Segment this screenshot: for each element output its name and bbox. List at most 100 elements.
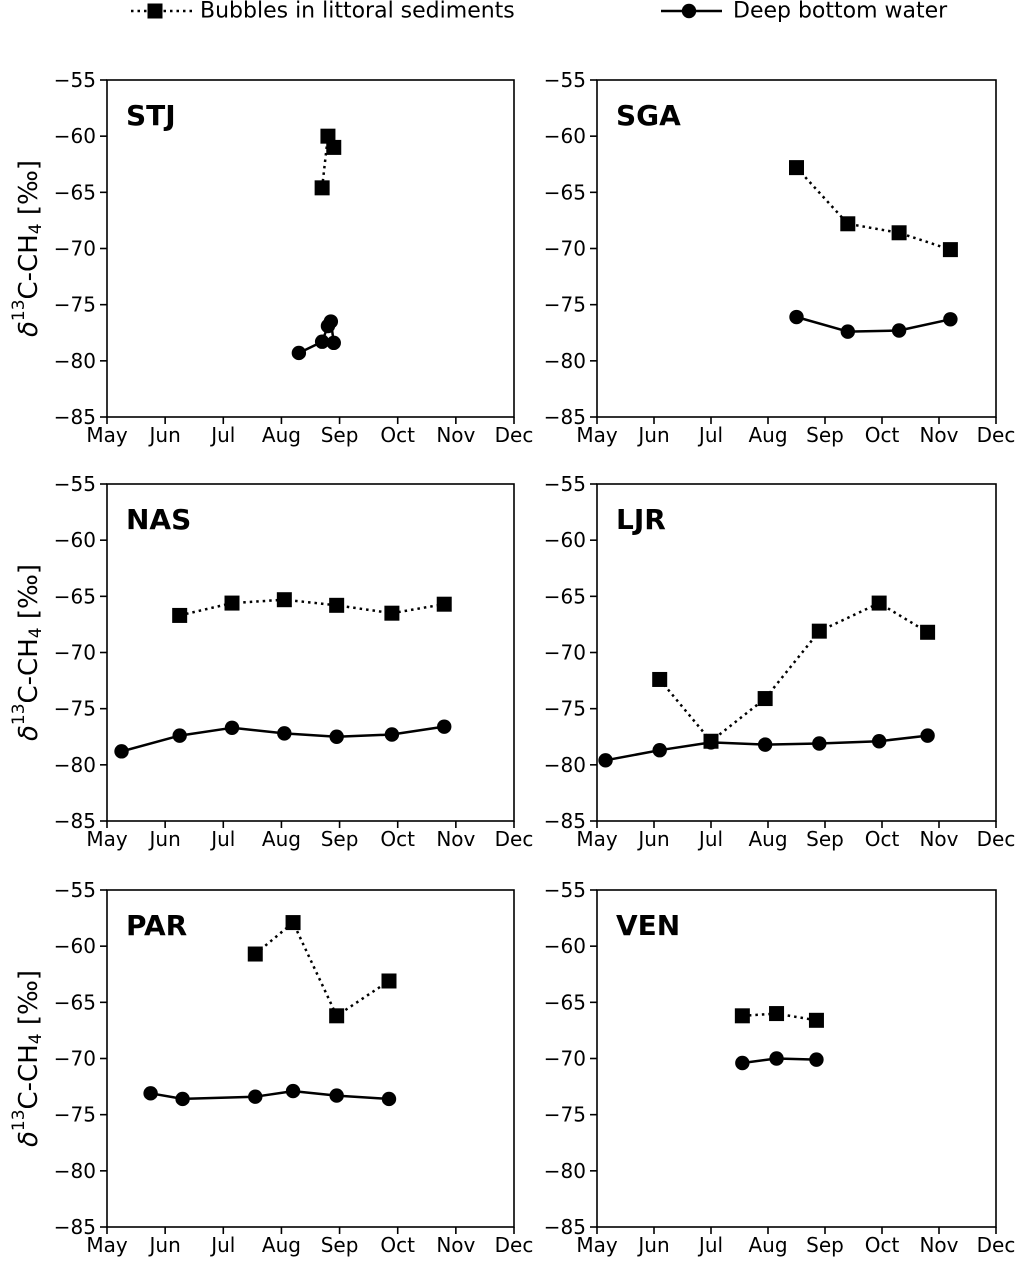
- data-point: [326, 139, 342, 155]
- data-point: [143, 1086, 158, 1101]
- x-tick-label-sep: Sep: [806, 1233, 844, 1257]
- data-point: [920, 624, 936, 640]
- data-point: [757, 737, 773, 752]
- panel-stj: −85 −80 −75 −70 −65 −60 −55 May Jun Jul Aug Sep Oct N…: [9, 68, 533, 447]
- x-tick-label-nov: Nov: [436, 1233, 475, 1257]
- y-tick-label: −85: [54, 1215, 96, 1239]
- data-point: [789, 160, 804, 176]
- data-point: [652, 743, 667, 758]
- data-point: [769, 1006, 785, 1022]
- x-tick-label-oct: Oct: [865, 1233, 900, 1257]
- panel-title: LJR: [616, 503, 666, 536]
- data-point: [329, 729, 344, 744]
- x-tick-label-dec: Dec: [977, 1233, 1016, 1257]
- y-tick-label: −70: [54, 1047, 96, 1071]
- y-tick-label: −70: [54, 641, 96, 665]
- y-tick-label: −65: [544, 990, 586, 1014]
- y-tick-label: −80: [54, 1159, 96, 1183]
- panel-title: PAR: [126, 909, 187, 942]
- y-tick-label: −80: [54, 349, 96, 373]
- data-point: [323, 314, 339, 329]
- data-point: [652, 671, 668, 687]
- x-tick-label-oct: Oct: [865, 423, 900, 447]
- x-tick-label-jun: Jun: [148, 827, 181, 851]
- x-tick-label-jul: Jul: [697, 423, 723, 447]
- x-tick-label-aug: Aug: [262, 1233, 301, 1257]
- panel-title: SGA: [616, 99, 681, 132]
- x-tick-label-oct: Oct: [865, 827, 900, 851]
- data-point: [734, 1008, 750, 1024]
- legend-label: Bubbles in littoral sediments: [200, 0, 515, 24]
- y-tick-label: −65: [54, 990, 96, 1014]
- series-bubbles-in-littoral-sediments: [652, 595, 936, 749]
- data-point: [248, 1089, 263, 1104]
- y-tick-label: −65: [544, 584, 586, 608]
- data-point: [437, 719, 452, 734]
- x-tick-label-jun: Jun: [636, 1233, 669, 1257]
- y-tick-label: −60: [544, 934, 586, 958]
- x-tick-label-jun: Jun: [148, 423, 181, 447]
- y-tick-label: −85: [54, 809, 96, 833]
- legend-marker-circle: [681, 3, 697, 19]
- series-deep-bottom-water: [143, 1083, 397, 1107]
- y-axis-label: δ13C-CH4 [‰]: [9, 970, 46, 1147]
- x-tick-label-jul: Jul: [209, 423, 235, 447]
- data-point: [314, 334, 330, 349]
- x-tick-label-dec: Dec: [495, 1233, 534, 1257]
- y-tick-label: −60: [54, 934, 96, 958]
- x-tick-label-may: May: [576, 827, 618, 851]
- y-axis-label: δ13C-CH4 [‰]: [9, 160, 46, 337]
- series-bubbles-in-littoral-sediments: [247, 915, 397, 1024]
- data-point: [840, 324, 855, 339]
- series-deep-bottom-water: [114, 719, 452, 759]
- data-point: [384, 727, 400, 742]
- data-point: [175, 1091, 190, 1107]
- x-tick-label-aug: Aug: [748, 827, 787, 851]
- y-tick-label: −60: [544, 528, 586, 552]
- x-tick-label-sep: Sep: [806, 423, 844, 447]
- y-tick-label: −60: [54, 124, 96, 148]
- x-tick-label-dec: Dec: [977, 827, 1016, 851]
- panel-ljr: −85 −80 −75 −70 −65 −60 −55 May Jun Jul Aug Sep Oct N…: [544, 472, 1016, 851]
- legend-item-deep-bottom-water: Deep bottom water: [661, 0, 948, 24]
- legend: Bubbles in littoral sediments Deep bottom…: [131, 0, 948, 24]
- x-tick-label-nov: Nov: [919, 423, 958, 447]
- data-point: [114, 744, 129, 759]
- y-tick-label: −75: [544, 697, 586, 721]
- data-point: [224, 595, 240, 611]
- y-axis-label: δ13C-CH4 [‰]: [9, 564, 46, 741]
- panel-ven: −85 −80 −75 −70 −65 −60 −55 May Jun Jul Aug Sep Oct N…: [544, 878, 1016, 1257]
- y-tick-label: −85: [54, 405, 96, 429]
- series-deep-bottom-water: [735, 1051, 824, 1071]
- x-tick-label-jun: Jun: [148, 1233, 181, 1257]
- x-tick-label-may: May: [86, 1233, 128, 1257]
- data-point: [381, 1091, 397, 1107]
- x-tick-label-sep: Sep: [321, 1233, 359, 1257]
- y-tick-label: −70: [544, 237, 586, 261]
- y-tick-label: −60: [544, 124, 586, 148]
- y-tick-label: −65: [54, 584, 96, 608]
- panel-nas: −85 −80 −75 −70 −65 −60 −55 May Jun Jul Aug Sep Oct N…: [9, 472, 533, 851]
- data-point: [172, 607, 188, 623]
- data-point: [808, 1012, 824, 1028]
- panel-par: −85 −80 −75 −70 −65 −60 −55 May Jun Jul Aug Sep Oct N…: [9, 878, 533, 1257]
- data-point: [329, 1088, 344, 1103]
- data-point: [871, 595, 887, 611]
- series-deep-bottom-water: [789, 309, 958, 339]
- legend-label: Deep bottom water: [733, 0, 948, 24]
- series-bubbles-in-littoral-sediments: [734, 1006, 824, 1028]
- data-point: [224, 720, 240, 735]
- y-tick-label: −75: [54, 293, 96, 317]
- data-point: [920, 728, 935, 743]
- legend-marker-square: [147, 3, 163, 19]
- x-tick-label-nov: Nov: [436, 827, 475, 851]
- y-tick-label: −80: [544, 1159, 586, 1183]
- y-tick-label: −55: [544, 878, 586, 902]
- data-point: [789, 309, 804, 325]
- x-tick-label-dec: Dec: [495, 827, 534, 851]
- x-tick-label-sep: Sep: [321, 423, 359, 447]
- x-tick-label-may: May: [576, 423, 618, 447]
- series-line: [796, 315, 951, 333]
- data-point: [172, 728, 187, 743]
- y-tick-label: −55: [54, 878, 96, 902]
